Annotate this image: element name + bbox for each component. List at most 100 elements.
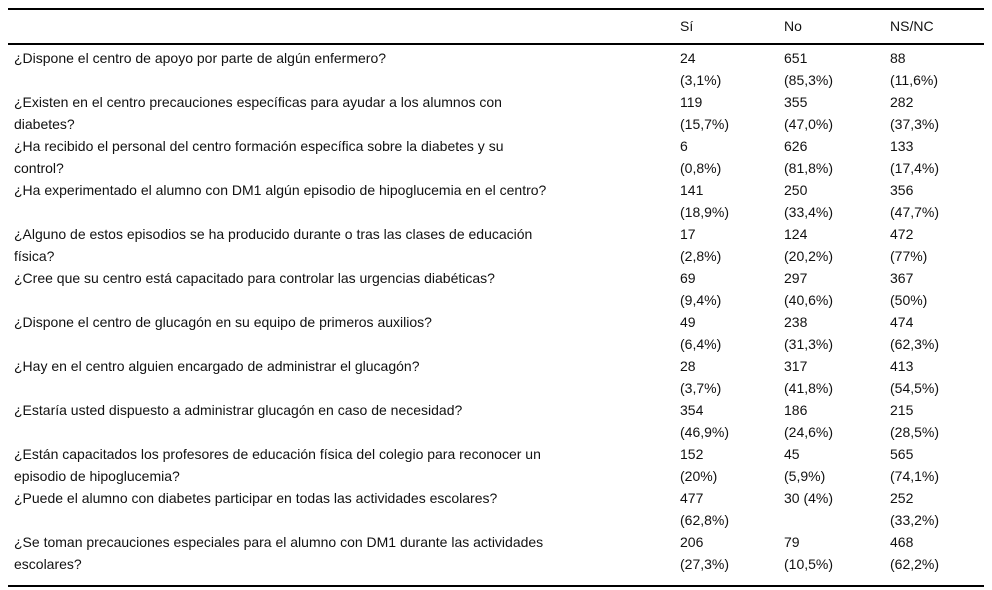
value-cell-no: 651 (85,3%): [784, 47, 890, 91]
value-cell-si: 28 (3,7%): [680, 355, 784, 399]
si-value-line: 69: [680, 270, 696, 286]
value-cell-no: 30 (4%): [784, 487, 890, 509]
no-value-line: 651: [784, 50, 808, 66]
no-value-line: (40,6%): [784, 292, 834, 308]
question-line: diabetes?: [14, 116, 75, 132]
table-body: ¿Dispone el centro de apoyo por parte de…: [8, 45, 984, 585]
si-value-line: 477: [680, 490, 704, 506]
nsnc-value-line: (37,3%): [890, 116, 940, 132]
nsnc-value-line: (77%): [890, 248, 928, 264]
question-cell: ¿Dispone el centro de glucagón en su equ…: [8, 311, 680, 333]
nsnc-value-line: 565: [890, 446, 914, 462]
si-value-line: (27,3%): [680, 556, 730, 572]
nsnc-value-line: 413: [890, 358, 914, 374]
nsnc-value-line: 252: [890, 490, 914, 506]
no-value-line: 626: [784, 138, 808, 154]
question-line: episodio de hipoglucemia?: [14, 468, 180, 484]
question-cell: ¿Dispone el centro de apoyo por parte de…: [8, 47, 680, 69]
question-line: control?: [14, 160, 64, 176]
value-cell-nsnc: 252 (33,2%): [890, 487, 984, 531]
question-line: ¿Ha recibido el personal del centro form…: [14, 138, 504, 154]
si-value-line: 119: [680, 94, 703, 110]
question-line: ¿Dispone el centro de glucagón en su equ…: [14, 314, 432, 330]
si-value-line: (62,8%): [680, 512, 730, 528]
si-value-line: 141: [680, 182, 704, 198]
si-value-line: 24: [680, 50, 696, 66]
no-value-line: 238: [784, 314, 808, 330]
value-cell-no: 355 (47,0%): [784, 91, 890, 135]
no-value-line: (5,9%): [784, 468, 826, 484]
table-row: ¿Se toman precauciones especiales para e…: [8, 531, 984, 575]
si-value-line: (3,7%): [680, 380, 722, 396]
value-cell-nsnc: 474 (62,3%): [890, 311, 984, 355]
nsnc-value-line: (62,2%): [890, 556, 940, 572]
question-cell: ¿Cree que su centro está capacitado para…: [8, 267, 680, 289]
value-cell-nsnc: 88 (11,6%): [890, 47, 984, 91]
nsnc-value-line: 474: [890, 314, 914, 330]
value-cell-nsnc: 356 (47,7%): [890, 179, 984, 223]
table-row: ¿Cree que su centro está capacitado para…: [8, 267, 984, 311]
table-row: ¿Existen en el centro precauciones espec…: [8, 91, 984, 135]
si-value-line: (3,1%): [680, 72, 722, 88]
question-line: ¿Hay en el centro alguien encargado de a…: [14, 358, 420, 374]
si-value-line: (9,4%): [680, 292, 722, 308]
question-cell: ¿Alguno de estos episodios se ha produci…: [8, 223, 680, 267]
column-header-nsnc: NS/NC: [890, 18, 934, 34]
question-line: ¿Dispone el centro de apoyo por parte de…: [14, 50, 387, 66]
nsnc-value-line: 133: [890, 138, 914, 154]
nsnc-value-line: (33,2%): [890, 512, 940, 528]
nsnc-value-line: (74,1%): [890, 468, 940, 484]
si-value-line: (15,7%): [680, 116, 730, 132]
si-value-line: 354: [680, 402, 704, 418]
value-cell-nsnc: 472 (77%): [890, 223, 984, 267]
no-value-line: (20,2%): [784, 248, 834, 264]
survey-results-table: Sí No NS/NC ¿Dispone el centro de apoyo …: [8, 8, 984, 587]
si-value-line: (0,8%): [680, 160, 722, 176]
value-cell-nsnc: 215 (28,5%): [890, 399, 984, 443]
no-value-line: 317: [784, 358, 808, 374]
nsnc-value-line: 356: [890, 182, 914, 198]
no-value-line: 124: [784, 226, 808, 242]
question-line: ¿Existen en el centro precauciones espec…: [14, 94, 502, 110]
value-cell-no: 250 (33,4%): [784, 179, 890, 223]
value-cell-no: 238 (31,3%): [784, 311, 890, 355]
nsnc-value-line: 472: [890, 226, 914, 242]
value-cell-nsnc: 565 (74,1%): [890, 443, 984, 487]
no-value-line: 45: [784, 446, 800, 462]
nsnc-value-line: 88: [890, 50, 906, 66]
table-row: ¿Estaría usted dispuesto a administrar g…: [8, 399, 984, 443]
si-value-line: 206: [680, 534, 704, 550]
question-line: ¿Puede el alumno con diabetes participar…: [14, 490, 498, 506]
nsnc-value-line: 367: [890, 270, 914, 286]
nsnc-value-line: 468: [890, 534, 914, 550]
si-value-line: 49: [680, 314, 696, 330]
value-cell-no: 297 (40,6%): [784, 267, 890, 311]
no-value-line: 297: [784, 270, 808, 286]
si-value-line: (46,9%): [680, 424, 730, 440]
question-cell: ¿Se toman precauciones especiales para e…: [8, 531, 680, 575]
value-cell-si: 477 (62,8%): [680, 487, 784, 531]
no-value-line: (81,8%): [784, 160, 834, 176]
value-cell-si: 152 (20%): [680, 443, 784, 487]
value-cell-si: 49 (6,4%): [680, 311, 784, 355]
value-cell-si: 6 (0,8%): [680, 135, 784, 179]
nsnc-value-line: (47,7%): [890, 204, 940, 220]
value-cell-nsnc: 468 (62,2%): [890, 531, 984, 575]
value-cell-si: 69 (9,4%): [680, 267, 784, 311]
nsnc-value-line: (54,5%): [890, 380, 940, 396]
question-cell: ¿Existen en el centro precauciones espec…: [8, 91, 680, 135]
question-cell: ¿Hay en el centro alguien encargado de a…: [8, 355, 680, 377]
value-cell-nsnc: 413 (54,5%): [890, 355, 984, 399]
value-cell-nsnc: 367 (50%): [890, 267, 984, 311]
value-cell-nsnc: 282 (37,3%): [890, 91, 984, 135]
nsnc-value-line: (11,6%): [890, 72, 938, 88]
column-header-si: Sí: [680, 18, 694, 34]
no-value-line: (24,6%): [784, 424, 834, 440]
nsnc-value-line: (17,4%): [890, 160, 940, 176]
question-cell: ¿Puede el alumno con diabetes participar…: [8, 487, 680, 509]
question-line: ¿Están capacitados los profesores de edu…: [14, 446, 541, 462]
value-cell-no: 626 (81,8%): [784, 135, 890, 179]
no-value-line: (85,3%): [784, 72, 834, 88]
si-value-line: 17: [680, 226, 696, 242]
table-row: ¿Alguno de estos episodios se ha produci…: [8, 223, 984, 267]
